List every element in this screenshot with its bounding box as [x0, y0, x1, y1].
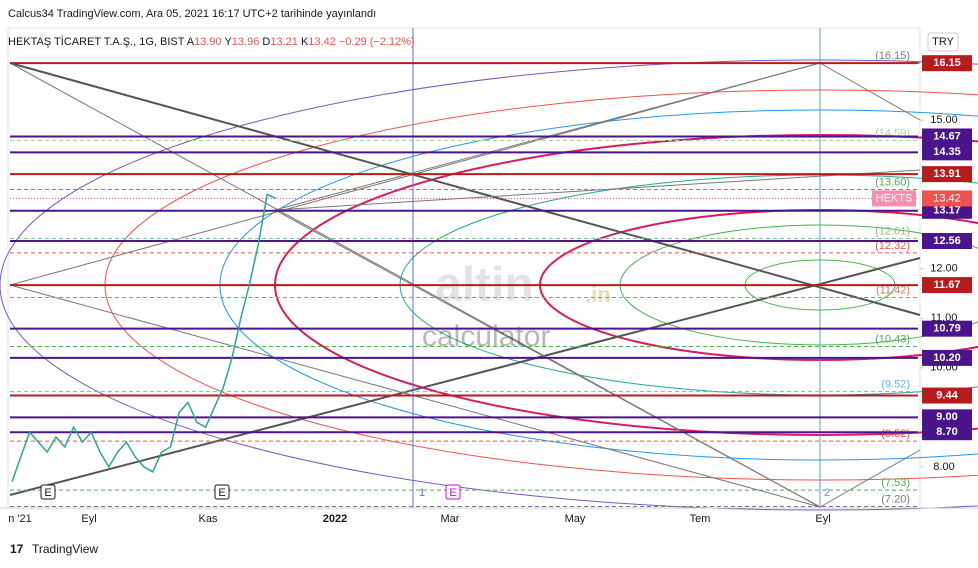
published: Calcus34 TradingView.com, Ara 05, 2021 1…	[8, 8, 376, 20]
x-tick-label: May	[565, 513, 586, 525]
level-label-bg	[922, 424, 972, 441]
level-label-bg	[922, 202, 972, 219]
x-tick-label: Eyl	[81, 513, 96, 525]
y-tick-label: 15.00	[930, 114, 958, 126]
y-tick-label: 8.00	[933, 461, 954, 473]
x-tick-label: Kas	[199, 513, 218, 525]
level-label: 8.70	[936, 426, 957, 438]
level-label: 11.67	[934, 279, 961, 291]
level-label-bg	[922, 277, 972, 294]
key: Y	[224, 36, 232, 48]
level-label-bg	[922, 409, 972, 426]
price-line	[11, 193, 277, 482]
level-label-bg	[922, 232, 972, 249]
fib-label: (14.59)	[875, 127, 910, 139]
level-label: 10.20	[933, 352, 961, 364]
level-label: 14.35	[933, 146, 961, 158]
x-tick-label: Eyl	[815, 513, 830, 525]
open: 13.90	[194, 36, 222, 48]
level-label-bg	[922, 166, 972, 183]
level-label: 14.67	[933, 130, 961, 142]
low: 13.21	[270, 36, 298, 48]
footer: TradingView	[32, 542, 98, 556]
level-label-bg	[922, 320, 972, 337]
event-label: 2	[824, 487, 830, 499]
level-label: 13.17	[933, 205, 961, 217]
x-tick-label: Mar	[441, 513, 460, 525]
event-label: E	[44, 487, 51, 499]
currency[interactable]: TRY	[932, 36, 954, 48]
level-label-bg	[922, 55, 972, 72]
change: −0.29 (−2.12%)	[339, 36, 415, 48]
y-tick-label: 12.00	[930, 263, 958, 275]
fib-label: (8.52)	[881, 428, 910, 440]
symbol-tag-bg	[872, 190, 916, 207]
key: A	[187, 36, 195, 48]
last-price-bg	[922, 190, 972, 207]
event-label: 1	[419, 487, 425, 499]
watermark-sub: calculator	[422, 320, 550, 353]
x-tick-label: 2022	[323, 513, 347, 525]
event-box	[214, 484, 230, 500]
close: 13.42	[308, 36, 336, 48]
fib-label: (12.61)	[875, 225, 910, 237]
x-tick-label: n '21	[8, 513, 32, 525]
level-label: 10.79	[933, 323, 961, 335]
fib-label: (12.32)	[875, 240, 910, 252]
key: K	[301, 36, 309, 48]
fib-label: (7.53)	[881, 477, 910, 489]
key: D	[262, 36, 270, 48]
fib-label: (10.43)	[875, 333, 910, 345]
level-label-bg	[922, 387, 972, 404]
event-box	[40, 484, 56, 500]
symbol-tag: HEKTS	[876, 192, 913, 204]
level-label-bg	[922, 349, 972, 366]
x-tick-label: Tem	[690, 513, 711, 525]
currency-box[interactable]	[927, 32, 959, 52]
level-label-bg	[922, 128, 972, 145]
level-label: 13.91	[933, 168, 961, 180]
level-label: 12.56	[933, 235, 961, 247]
event-box	[445, 484, 461, 500]
fib-label: (11.42)	[876, 284, 910, 296]
level-label-bg	[922, 144, 972, 161]
event-label: E	[218, 487, 225, 499]
fib-label: (7.20)	[881, 493, 910, 505]
level-label: 16.15	[933, 57, 961, 69]
symbol: HEKTAŞ TİCARET T.A.Ş., 1G, BIST A13.90 Y…	[8, 35, 415, 48]
last-price: 13.42	[933, 192, 961, 204]
fib-label: (16.15)	[875, 50, 910, 62]
symbol-name: HEKTAŞ TİCARET T.A.Ş., 1G, BIST	[8, 35, 185, 48]
level-label: 9.00	[936, 411, 957, 423]
event-label: E	[449, 487, 456, 499]
level-label: 9.44	[936, 389, 958, 401]
fib-label: (13.60)	[875, 176, 910, 188]
logo: 17	[10, 542, 24, 556]
fib-label: (9.52)	[881, 378, 910, 390]
high: 13.96	[232, 36, 260, 48]
